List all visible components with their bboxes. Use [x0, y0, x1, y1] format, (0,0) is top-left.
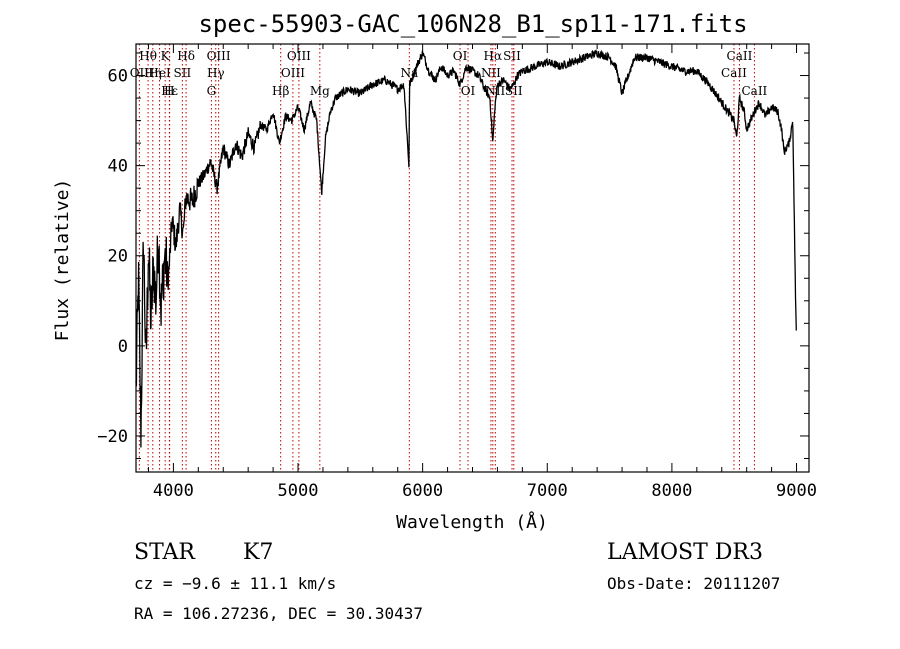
y-axis-label: Flux (relative)	[52, 179, 73, 342]
spectrum-series-line	[135, 48, 797, 448]
marker-label-22: SII	[503, 49, 521, 63]
marker-label-21: NII	[485, 84, 505, 98]
object-class: STAR	[134, 540, 195, 565]
marker-label-24: CaII	[721, 66, 747, 80]
tick-labels: 4000 5000 6000 7000 8000 9000 −20 0 20 40 60	[97, 67, 817, 501]
plot-frame	[135, 43, 810, 473]
marker-label-12: Hβ	[272, 84, 289, 98]
redshift-cz: cz = −9.6 ± 11.1 km/s	[134, 574, 337, 593]
x-tick-label-4: 8000	[651, 481, 692, 501]
axis-ticks	[136, 44, 809, 472]
marker-label-19: NII	[481, 66, 501, 80]
x-tick-label-1: 5000	[278, 481, 319, 501]
marker-label-20: Hα	[484, 49, 503, 63]
x-tick-label-0: 4000	[153, 481, 194, 501]
chart-title: spec-55903-GAC_106N28_B1_sp11-171.fits	[198, 10, 747, 38]
x-tick-label-2: 6000	[402, 481, 443, 501]
sky-coordinates: RA = 106.27236, DEC = 30.30437	[134, 604, 423, 623]
marker-label-11: OIII	[207, 49, 231, 63]
marker-label-10: Hγ	[207, 66, 225, 80]
marker-label-6: SII	[174, 66, 192, 80]
marker-label-4: K	[161, 49, 171, 63]
marker-label-3: HeI	[148, 66, 171, 80]
object-subclass: K7	[243, 540, 274, 565]
marker-label-2: Hη	[144, 66, 162, 80]
marker-label-17: OI	[453, 49, 468, 63]
marker-label-0: Hθ	[139, 49, 157, 63]
observation-date: Obs-Date: 20111207	[607, 574, 781, 593]
marker-label-25: CaII	[727, 49, 753, 63]
marker-label-7: Hδ	[177, 49, 195, 63]
marker-label-26: CaII	[741, 84, 767, 98]
y-tick-label-2: 20	[108, 247, 128, 267]
marker-label-8: Hε	[161, 84, 178, 98]
y-tick-label-1: 0	[118, 337, 128, 357]
y-tick-label-0: −20	[97, 427, 128, 447]
marker-label-15: Mg	[310, 84, 330, 98]
marker-label-14: OIII	[287, 49, 311, 63]
marker-label-5: H	[164, 84, 174, 98]
x-tick-label-3: 7000	[527, 481, 568, 501]
marker-label-1: OII	[130, 66, 150, 80]
survey-name: LAMOST DR3	[607, 540, 763, 565]
x-axis-label: Wavelength (Å)	[396, 511, 548, 533]
marker-label-13: OIII	[281, 66, 305, 80]
x-tick-label-5: 9000	[776, 481, 817, 501]
y-tick-label-3: 40	[108, 157, 128, 177]
y-tick-label-4: 60	[108, 67, 128, 87]
marker-label-18: OI	[461, 84, 476, 98]
marker-label-9: G	[207, 84, 217, 98]
